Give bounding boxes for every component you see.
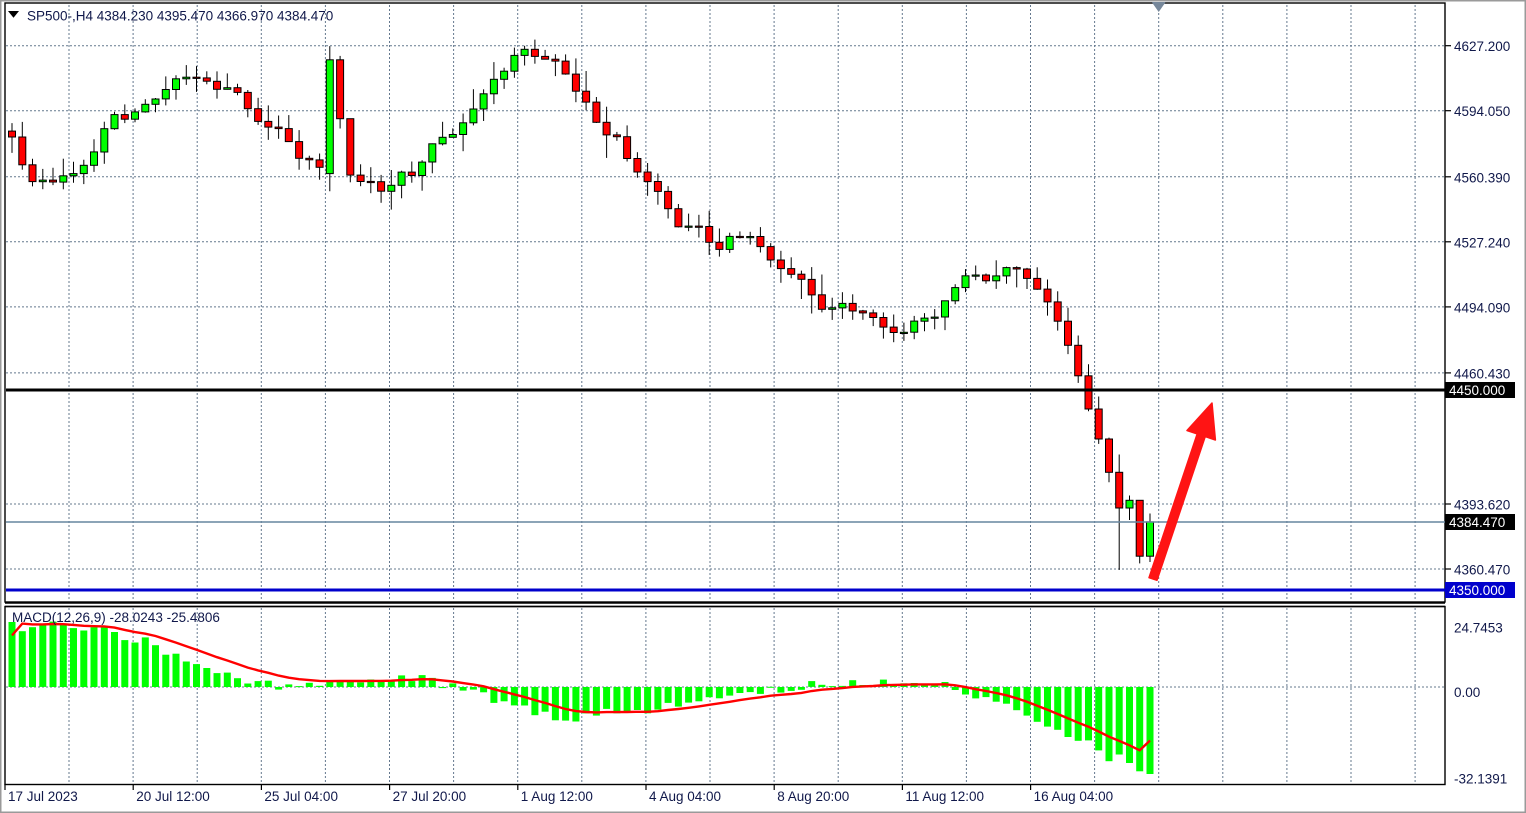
svg-text:4 Aug 04:00: 4 Aug 04:00	[649, 789, 721, 804]
svg-text:4350.000: 4350.000	[1449, 583, 1505, 598]
svg-text:25 Jul 04:00: 25 Jul 04:00	[264, 789, 338, 804]
svg-text:4393.620: 4393.620	[1454, 498, 1510, 513]
svg-text:4594.050: 4594.050	[1454, 104, 1510, 119]
svg-text:4494.090: 4494.090	[1454, 300, 1510, 315]
svg-text:4360.470: 4360.470	[1454, 563, 1510, 578]
svg-text:MACD(12,26,9) -28.0243 -25.480: MACD(12,26,9) -28.0243 -25.4806	[12, 610, 220, 625]
svg-text:4527.240: 4527.240	[1454, 235, 1510, 250]
svg-text:27 Jul 20:00: 27 Jul 20:00	[393, 789, 467, 804]
svg-text:17 Jul 2023: 17 Jul 2023	[8, 789, 78, 804]
svg-text:4460.430: 4460.430	[1454, 366, 1510, 381]
svg-text:4560.390: 4560.390	[1454, 170, 1510, 185]
svg-text:24.7453: 24.7453	[1454, 621, 1503, 636]
svg-text:4384.470: 4384.470	[1449, 515, 1505, 530]
svg-text:20 Jul 12:00: 20 Jul 12:00	[136, 789, 210, 804]
svg-text:4627.200: 4627.200	[1454, 39, 1510, 54]
svg-text:4450.000: 4450.000	[1449, 383, 1505, 398]
svg-text:-32.1391: -32.1391	[1454, 772, 1507, 787]
svg-text:16 Aug 04:00: 16 Aug 04:00	[1034, 789, 1114, 804]
svg-text:SP500-,H4 4384.230 4395.470 4: SP500-,H4 4384.230 4395.470 4366.970 438…	[27, 9, 333, 24]
svg-text:8 Aug 20:00: 8 Aug 20:00	[777, 789, 849, 804]
svg-text:11 Aug 12:00: 11 Aug 12:00	[905, 789, 984, 804]
svg-text:1 Aug 12:00: 1 Aug 12:00	[521, 789, 593, 804]
svg-text:0.00: 0.00	[1454, 685, 1480, 700]
